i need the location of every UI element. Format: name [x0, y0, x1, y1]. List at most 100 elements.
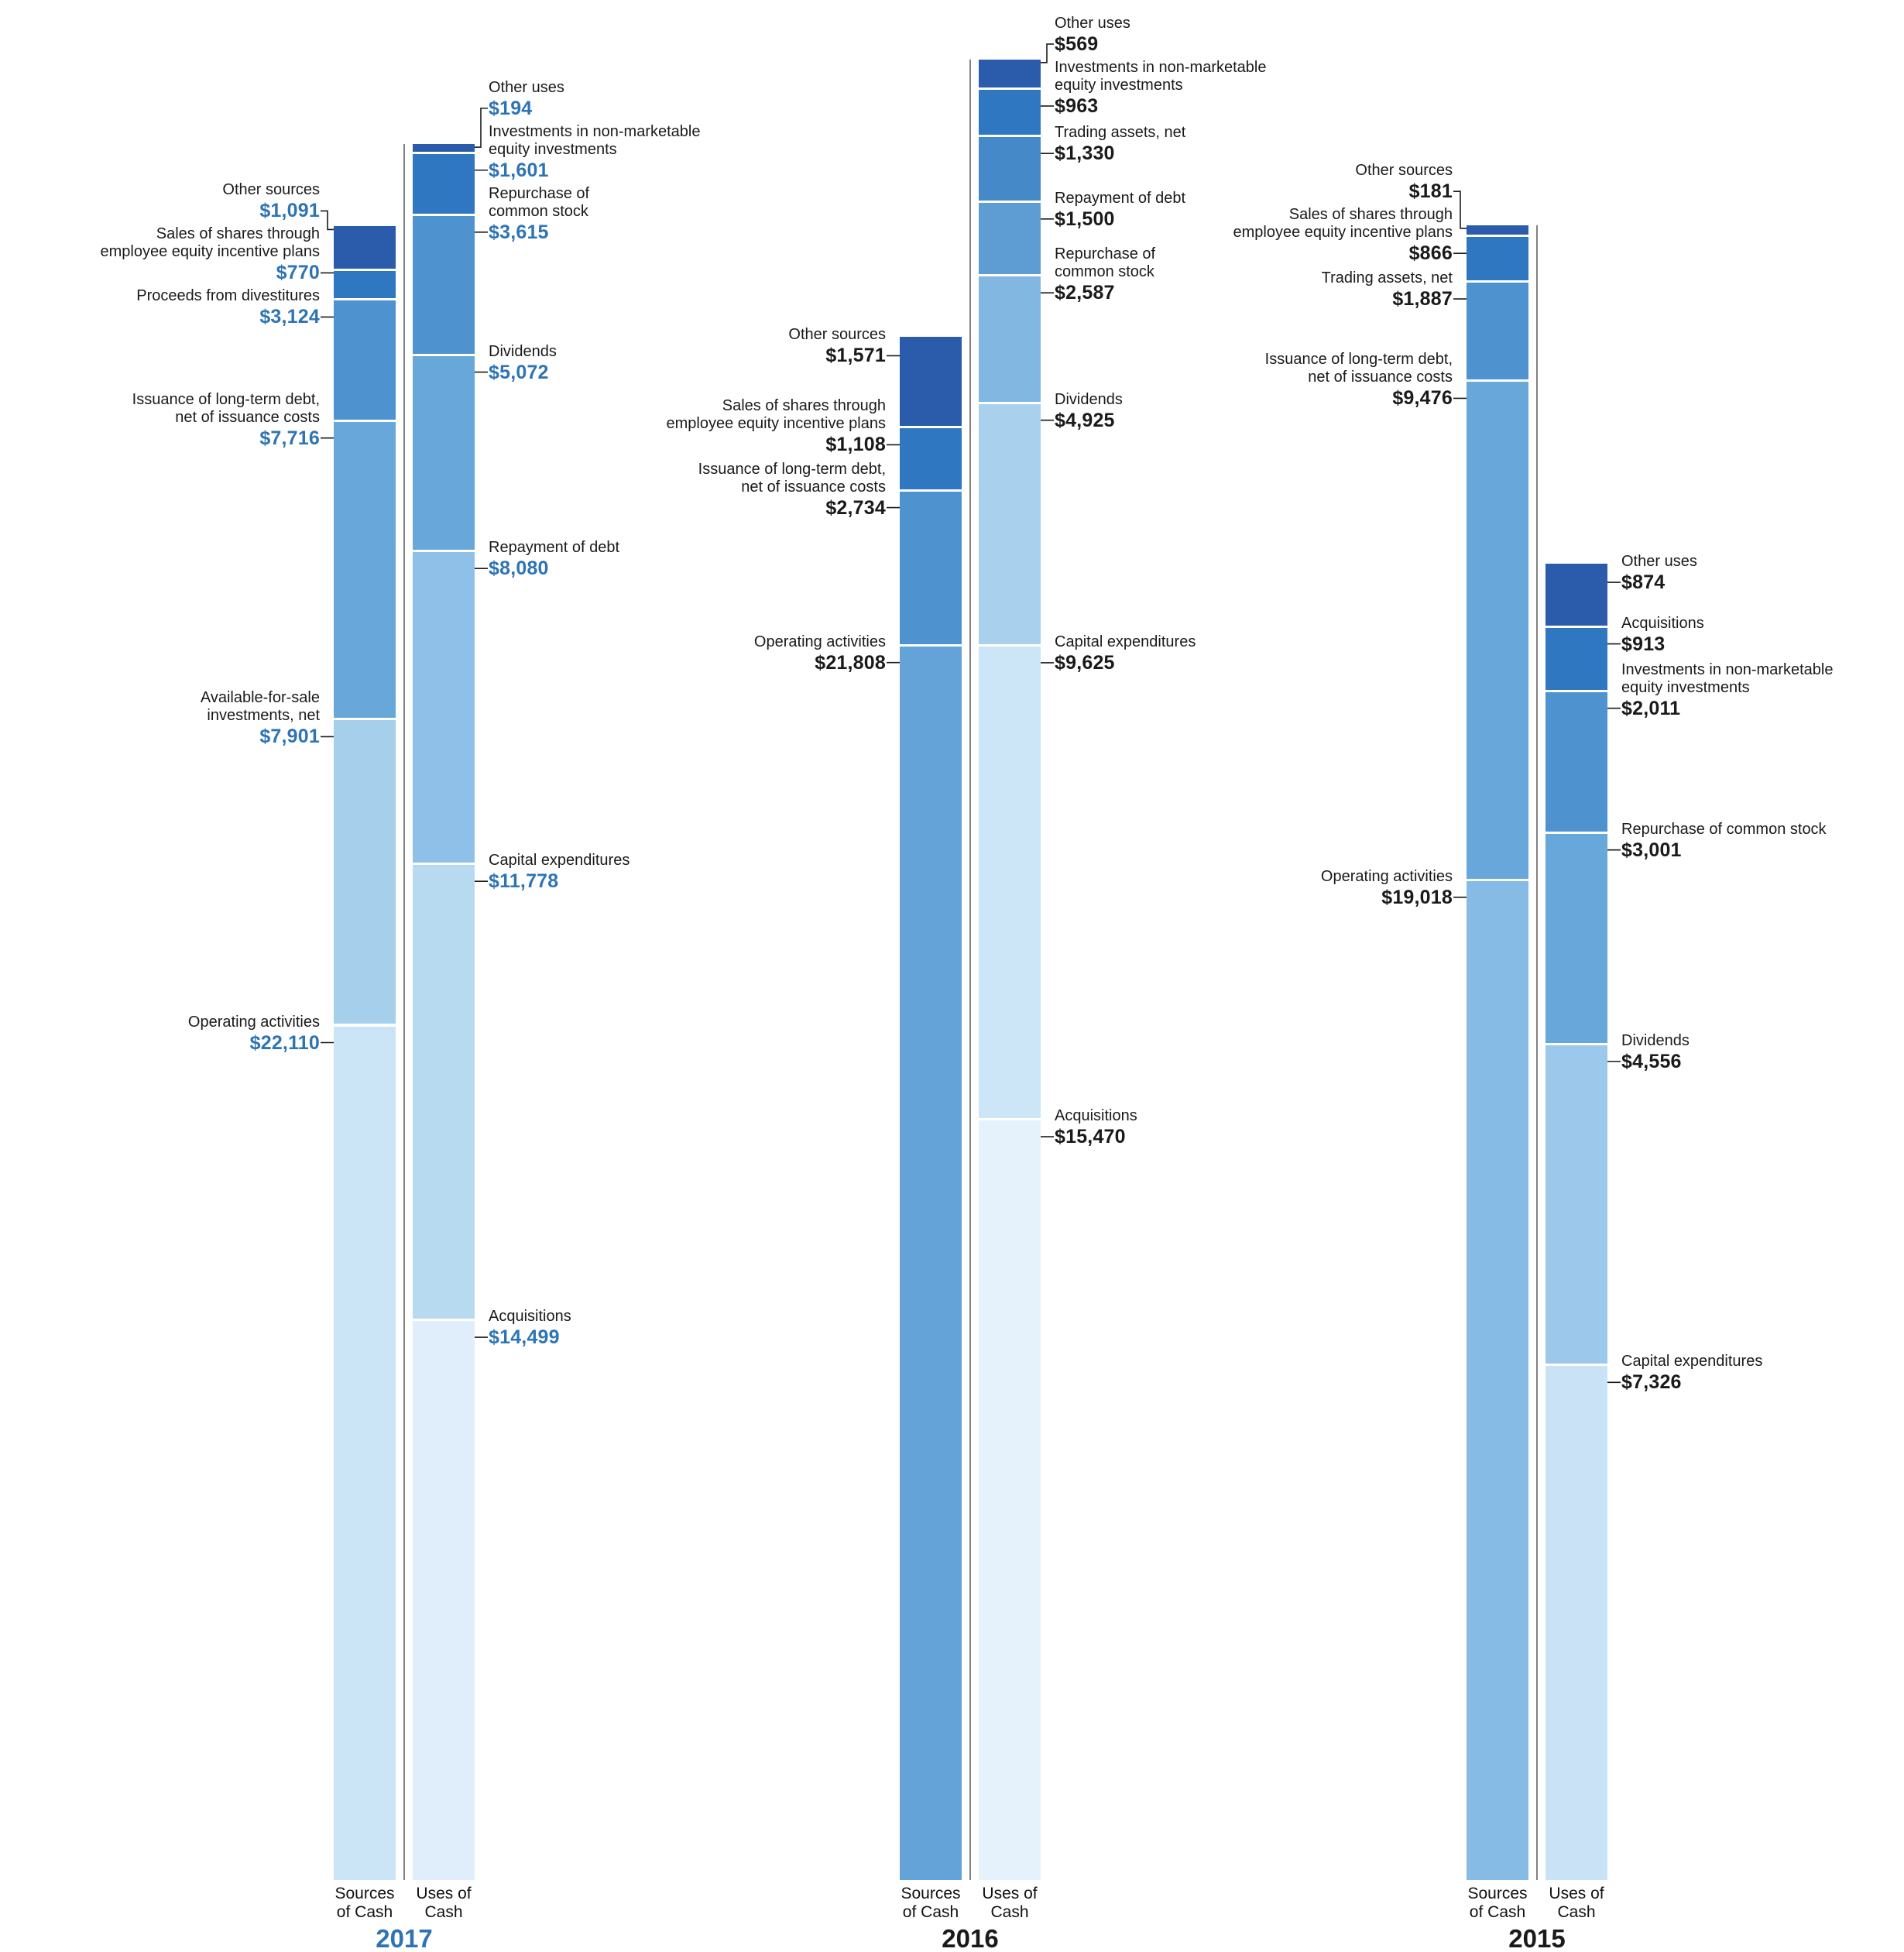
segment-label-acquisitions: Acquisitions $15,470	[1055, 1107, 1333, 1148]
segment-name: Acquisitions	[1055, 1107, 1137, 1125]
segment-label-repurchase-of-common-stock: Repurchase of common stock $3,615	[489, 185, 767, 244]
bar-segment-repurchase-of-common-stock	[979, 274, 1041, 402]
segment-name: Capital expenditures	[489, 852, 630, 870]
segment-name: Investments in non-marketable equity inv…	[489, 122, 701, 158]
bar-segment-sales-of-shares-through-employee-equity-incentive-plans	[900, 426, 962, 489]
segment-value: $19,018	[1381, 886, 1453, 908]
segment-label-trading-assets-net: Trading assets, net $1,330	[1055, 124, 1333, 165]
segment-value: $2,587	[1055, 282, 1115, 304]
bar-segment-investments-in-non-marketable-equity-investments	[979, 87, 1041, 136]
segment-label-dividends: Dividends $4,556	[1621, 1032, 1900, 1073]
segment-value: $7,716	[259, 427, 320, 449]
segment-label-capital-expenditures: Capital expenditures $9,625	[1055, 633, 1333, 674]
segment-name: Dividends	[1621, 1031, 1690, 1049]
segment-value: $1,500	[1055, 208, 1115, 230]
segment-label-dividends: Dividends $5,072	[489, 343, 767, 384]
segment-name: Issuance of long-term debt, net of issua…	[698, 460, 886, 496]
segment-value: $1,601	[489, 159, 549, 181]
segment-name: Operating activities	[753, 633, 886, 650]
bar-segment-other-sources	[334, 226, 396, 269]
segment-name: Sales of shares through employee equity …	[666, 397, 886, 433]
segment-value: $1,571	[825, 345, 886, 367]
segment-name: Operating activities	[1320, 867, 1453, 885]
segment-label-capital-expenditures: Capital expenditures $11,778	[489, 852, 767, 893]
segment-label-repurchase-of-common-stock: Repurchase of common stock $2,587	[1055, 245, 1333, 304]
bar-segment-trading-assets-net	[979, 135, 1041, 201]
segment-name: Repurchase of common stock	[1621, 820, 1827, 838]
segment-value: $7,326	[1621, 1371, 1682, 1394]
bar-segment-repayment-of-debt	[979, 200, 1041, 275]
segment-value: $3,001	[1621, 839, 1682, 861]
bar-segment-sales-of-shares-through-employee-equity-incentive-plans	[334, 268, 396, 299]
bar-segment-operating-activities	[1467, 878, 1528, 1880]
segment-value: $3,615	[489, 221, 549, 243]
segment-name: Investments in non-marketable equity inv…	[1621, 660, 1834, 696]
bar-segment-proceeds-from-divestitures	[334, 298, 396, 420]
segment-value: $14,499	[489, 1326, 560, 1349]
segment-name: Dividends	[489, 342, 557, 360]
segment-name: Repurchase of common stock	[489, 184, 590, 220]
segment-label-issuance-of-long-term-debt-net-of-issuance-costs: Issuance of long-term debt, net of issua…	[561, 461, 886, 520]
bar-segment-issuance-of-long-term-debt-net-of-issuance-costs	[1467, 379, 1528, 879]
segment-value: $181	[1408, 180, 1453, 203]
segment-label-operating-activities: Operating activities $19,018	[1127, 868, 1453, 909]
segment-label-investments-in-non-marketable-equity-investments: Investments in non-marketable equity inv…	[1055, 59, 1333, 118]
bar-segment-trading-assets-net	[1467, 280, 1528, 380]
segment-value: $770	[276, 262, 320, 284]
segment-value: $22,110	[249, 1031, 320, 1054]
segment-label-other-uses: Other uses $194	[489, 79, 767, 120]
segment-value: $21,808	[815, 651, 886, 674]
bar-segment-other-uses	[1545, 564, 1607, 626]
segment-name: Other uses	[489, 78, 564, 96]
segment-value: $9,625	[1055, 651, 1115, 674]
bar-segment-operating-activities	[334, 1024, 396, 1880]
segment-label-issuance-of-long-term-debt-net-of-issuance-costs: Issuance of long-term debt, net of issua…	[0, 391, 320, 450]
segment-name: Available-for-sale investments, net	[200, 689, 320, 725]
bar-segment-available-for-sale-investments-net	[334, 718, 396, 1024]
segment-name: Other uses	[1055, 14, 1130, 32]
segment-name: Issuance of long-term debt, net of issua…	[132, 390, 320, 426]
bar-segment-repurchase-of-common-stock	[413, 213, 475, 354]
segment-value: $3,124	[259, 306, 320, 328]
segment-value: $963	[1055, 94, 1099, 117]
bar-segment-dividends	[413, 353, 475, 551]
segment-name: Other uses	[1621, 553, 1697, 571]
segment-label-repurchase-of-common-stock: Repurchase of common stock $3,001	[1621, 821, 1900, 862]
segment-value: $569	[1055, 33, 1099, 55]
segment-value: $11,778	[489, 870, 559, 893]
year-label-2017: 2017	[376, 1924, 433, 1952]
segment-label-issuance-of-long-term-debt-net-of-issuance-costs: Issuance of long-term debt, net of issua…	[1127, 351, 1453, 410]
segment-value: $15,470	[1055, 1126, 1126, 1148]
segment-value: $2,734	[825, 496, 886, 519]
segment-value: $1,887	[1392, 288, 1453, 310]
segment-label-other-sources: Other sources $181	[1127, 162, 1453, 203]
segment-name: Sales of shares through employee equity …	[100, 225, 320, 261]
bar-segment-other-uses	[413, 144, 475, 152]
segment-name: Repayment of debt	[489, 539, 619, 557]
segment-name: Proceeds from divestitures	[136, 287, 320, 305]
segment-name: Capital expenditures	[1621, 1353, 1763, 1371]
segment-value: $7,901	[259, 726, 320, 748]
segment-label-available-for-sale-investments-net: Available-for-sale investments, net $7,90…	[0, 689, 320, 748]
segment-value: $866	[1408, 242, 1453, 265]
segment-value: $4,556	[1621, 1050, 1682, 1072]
segment-name: Issuance of long-term debt, net of issua…	[1264, 351, 1453, 386]
segment-name: Other sources	[1355, 162, 1453, 180]
segment-name: Capital expenditures	[1055, 633, 1196, 650]
bar-segment-capital-expenditures	[1545, 1364, 1607, 1880]
segment-label-sales-of-shares-through-employee-equity-incentive-plans: Sales of shares through employee equity …	[1127, 206, 1453, 265]
leader-line	[321, 210, 335, 231]
segment-name: Repurchase of common stock	[1055, 245, 1156, 281]
segment-label-acquisitions: Acquisitions $14,499	[489, 1308, 767, 1349]
segment-label-other-sources: Other sources $1,091	[0, 181, 320, 222]
bar-segment-issuance-of-long-term-debt-net-of-issuance-costs	[900, 489, 962, 644]
leader-line	[473, 107, 488, 148]
segment-label-investments-in-non-marketable-equity-investments: Investments in non-marketable equity inv…	[1621, 661, 1900, 720]
bar-segment-operating-activities	[900, 643, 962, 1880]
bar-segment-acquisitions	[1545, 625, 1607, 690]
segment-label-proceeds-from-divestitures: Proceeds from divestitures $3,124	[0, 287, 320, 328]
segment-value: $1,108	[825, 434, 886, 456]
bar-segment-acquisitions	[979, 1118, 1041, 1880]
